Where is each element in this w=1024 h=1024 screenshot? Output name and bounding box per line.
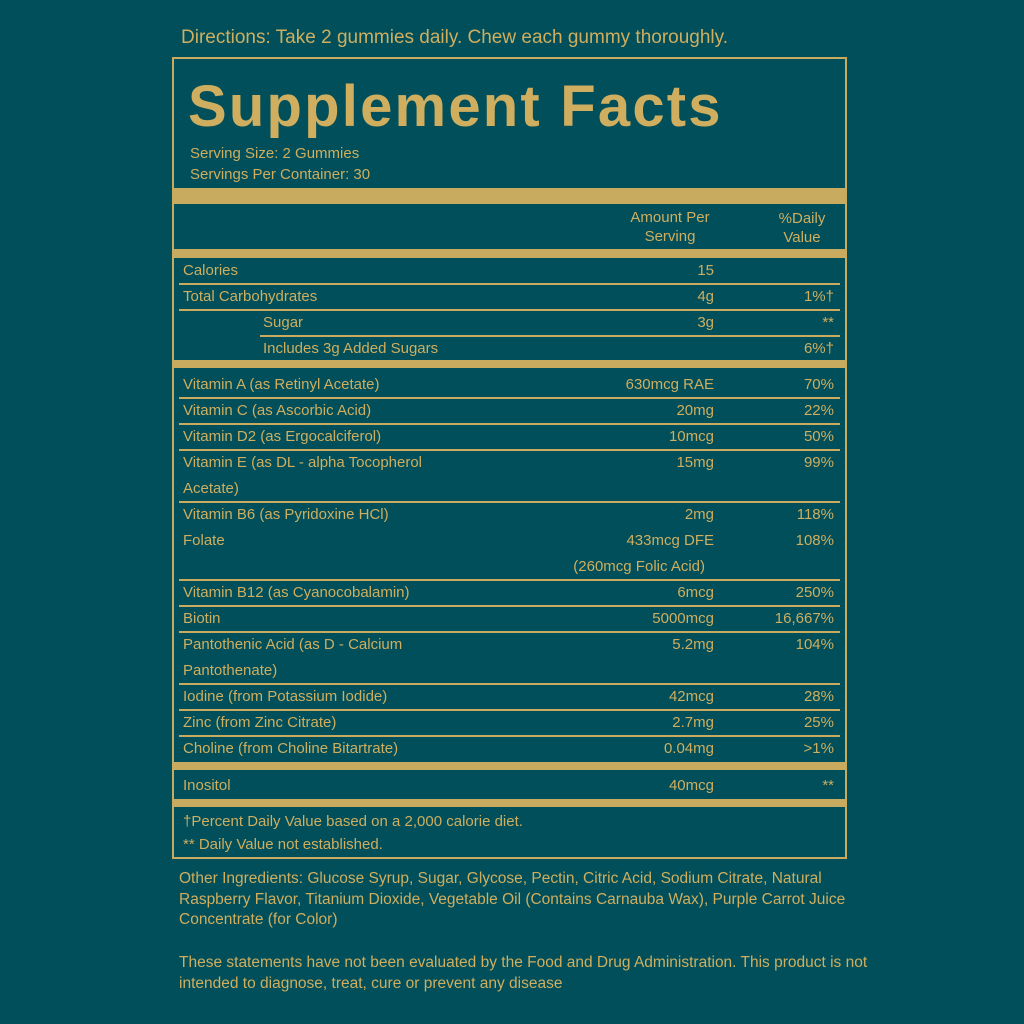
divider-thin <box>179 735 840 737</box>
divider-thin <box>179 683 840 685</box>
nutrient-amount: 5.2mg <box>672 636 714 653</box>
nutrient-daily-value: 108% <box>795 532 834 549</box>
nutrient-daily-value: 104% <box>795 636 834 653</box>
footnote-daily-value: †Percent Daily Value based on a 2,000 ca… <box>183 813 523 830</box>
nutrient-daily-value: >1% <box>803 740 834 757</box>
nutrient-name: Iodine (from Potassium Iodide) <box>183 688 388 705</box>
nutrient-amount: 20mg <box>676 402 714 419</box>
nutrient-name: Vitamin B6 (as Pyridoxine HCl) <box>183 506 389 523</box>
divider-thin <box>179 423 840 425</box>
other-ingredients: Other Ingredients: Glucose Syrup, Sugar,… <box>179 870 846 928</box>
divider-thin <box>179 309 840 311</box>
nutrient-daily-value: 70% <box>803 376 834 393</box>
nutrient-daily-value: 6%† <box>803 340 834 357</box>
nutrient-amount: 6mcg <box>677 584 714 601</box>
nutrient-name: Vitamin A (as Retinyl Acetate) <box>183 376 380 393</box>
divider-thin <box>179 605 840 607</box>
nutrient-amount: 40mcg <box>668 777 714 794</box>
nutrient-name: Biotin <box>183 610 221 627</box>
nutrient-amount: 2.7mg <box>672 714 714 731</box>
nutrient-name: Sugar <box>263 314 304 331</box>
divider-thin <box>260 335 840 337</box>
header-amount-line2: Serving <box>644 228 696 245</box>
nutrient-name: Vitamin E (as DL - alpha Tocopherol <box>183 454 423 471</box>
nutrient-daily-value: 25% <box>803 714 834 731</box>
nutrient-amount: 15mg <box>676 454 714 471</box>
nutrient-daily-value: 16,667% <box>774 610 834 627</box>
nutrient-daily-value: 99% <box>803 454 834 471</box>
nutrient-daily-value: 1%† <box>803 288 834 305</box>
header-amount-line1: Amount Per <box>630 209 710 226</box>
nutrient-amount: 15 <box>697 262 714 279</box>
nutrient-name: Choline (from Choline Bitartrate) <box>183 740 399 757</box>
nutrient-name-cont: Pantothenate) <box>183 662 278 679</box>
nutrient-amount: 42mcg <box>668 688 714 705</box>
nutrient-name: Inositol <box>183 777 231 794</box>
nutrient-name: Vitamin B12 (as Cyanocobalamin) <box>183 584 410 601</box>
divider-thin <box>179 449 840 451</box>
nutrient-daily-value: 50% <box>803 428 834 445</box>
header-daily-value: %Daily Value <box>754 209 850 247</box>
nutrient-name: Total Carbohydrates <box>183 288 318 305</box>
supplement-facts-panel: Supplement Facts Serving Size: 2 Gummies… <box>172 57 847 859</box>
divider-thin <box>179 397 840 399</box>
nutrient-amount: 0.04mg <box>663 740 714 757</box>
divider-thin <box>179 579 840 581</box>
nutrient-amount: 433mcg DFE <box>626 532 714 549</box>
divider-thick <box>174 360 845 368</box>
panel-title: Supplement Facts <box>188 74 723 139</box>
footnote-not-established: ** Daily Value not established. <box>183 836 383 853</box>
nutrient-name: Vitamin D2 (as Ergocalciferol) <box>183 428 382 445</box>
nutrient-daily-value: 28% <box>803 688 834 705</box>
nutrient-name: Folate <box>183 532 225 549</box>
nutrient-name: Pantothenic Acid (as D - Calcium <box>183 636 403 653</box>
divider-thick <box>174 799 845 807</box>
nutrient-daily-value: 250% <box>795 584 834 601</box>
nutrient-daily-value: ** <box>822 314 834 331</box>
nutrient-daily-value: ** <box>822 777 834 794</box>
divider-thin <box>179 631 840 633</box>
nutrient-name: Vitamin C (as Ascorbic Acid) <box>183 402 372 419</box>
fda-disclaimer: These statements have not been evaluated… <box>179 954 868 992</box>
divider-thick <box>174 762 845 770</box>
nutrient-daily-value: 118% <box>796 506 834 523</box>
nutrient-name: Zinc (from Zinc Citrate) <box>183 714 337 731</box>
divider-thick <box>174 249 845 258</box>
nutrient-name-cont: Acetate) <box>183 480 239 497</box>
divider-thin <box>179 501 840 503</box>
directions-text: Directions: Take 2 gummies daily. Chew e… <box>181 27 729 48</box>
nutrient-amount: 630mcg RAE <box>625 376 714 393</box>
nutrient-name: Calories <box>183 262 239 279</box>
header-dv-line1: %Daily <box>778 210 826 227</box>
divider-thin <box>179 709 840 711</box>
header-dv-line2: Value <box>783 229 821 246</box>
nutrient-amount: 5000mcg <box>652 610 714 627</box>
servings-per-container: Servings Per Container: 30 <box>190 166 371 183</box>
nutrient-amount: 10mcg <box>668 428 714 445</box>
nutrient-amount: 4g <box>697 288 714 305</box>
nutrient-amount-detail: (260mcg Folic Acid) <box>573 558 705 575</box>
divider-thick <box>174 188 845 204</box>
nutrient-name: Includes 3g Added Sugars <box>263 340 439 357</box>
header-amount: Amount Per Serving <box>610 208 730 246</box>
nutrient-daily-value: 22% <box>803 402 834 419</box>
nutrient-amount: 2mg <box>684 506 714 523</box>
serving-size: Serving Size: 2 Gummies <box>190 145 360 162</box>
nutrient-amount: 3g <box>697 314 714 331</box>
divider-thin <box>179 283 840 285</box>
